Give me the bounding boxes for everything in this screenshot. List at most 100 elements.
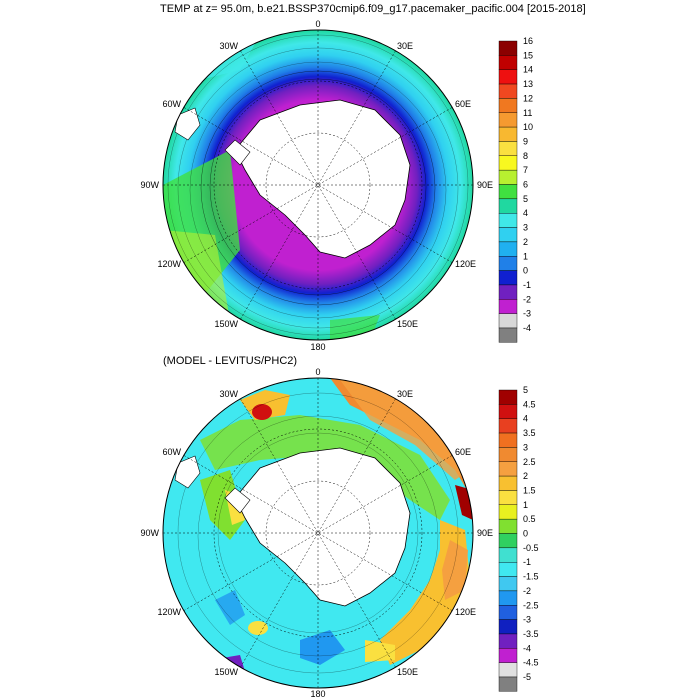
top-colorbar-label: 15	[523, 50, 533, 60]
bottom-colorbar-swatch	[498, 562, 518, 577]
bottom-colorbar-label: -1	[523, 557, 531, 567]
bottom-colorbar-swatch	[498, 547, 518, 563]
top-antarctica-land	[234, 99, 411, 259]
bottom-colorbar-swatch	[498, 518, 518, 534]
bottom-colorbar-swatch	[498, 475, 518, 491]
bottom-colorbar-label: 4.5	[523, 399, 536, 409]
bottom-label-120e: 120E	[455, 607, 476, 617]
bottom-colorbar-label: -4.5	[523, 658, 539, 668]
bottom-label-60e: 60E	[455, 447, 471, 457]
top-colorbar-swatch	[498, 83, 518, 99]
top-colorbar-label: 1	[523, 251, 528, 261]
top-colorbar-label: 2	[523, 237, 528, 247]
top-colorbar-label: -3	[523, 309, 531, 319]
top-colorbar-swatch	[498, 69, 518, 85]
bottom-colorbar-label: -3	[523, 615, 531, 625]
bottom-colorbar-swatch	[498, 432, 518, 448]
top-colorbar-swatch	[498, 212, 518, 228]
bottom-colorbar-label: -1.5	[523, 572, 539, 582]
top-colorbar-swatch	[498, 327, 518, 343]
top-colorbar-swatch	[498, 241, 518, 257]
bottom-antarctica-land	[234, 447, 411, 607]
bottom-colorbar-label: 3	[523, 442, 528, 452]
bottom-label-30w: 30W	[219, 389, 238, 399]
top-colorbar-swatch	[498, 112, 518, 128]
bottom-label-90e: 90E	[477, 528, 493, 538]
top-colorbar-swatch	[498, 284, 518, 300]
top-colorbar-label: 16	[523, 36, 533, 46]
bottom-colorbar-label: 2	[523, 471, 528, 481]
bottom-colorbar-label: 0.5	[523, 514, 536, 524]
top-colorbar-swatch	[498, 141, 518, 156]
bottom-colorbar-label: -0.5	[523, 543, 539, 553]
bottom-colorbar-label: 2.5	[523, 457, 536, 467]
top-colorbar-swatch	[498, 98, 518, 113]
top-label-150w: 150W	[214, 319, 238, 329]
bottom-south-america-land	[174, 455, 201, 489]
top-colorbar-label: 12	[523, 93, 533, 103]
bottom-colorbar-swatch	[498, 461, 518, 477]
figure-title: TEMP at z= 95.0m, b.e21.BSSP370cmip6.f09…	[160, 3, 586, 15]
bottom-colorbar-swatch	[498, 490, 518, 506]
top-colorbar-label: -1	[523, 280, 531, 290]
top-colorbar-swatch	[498, 126, 518, 142]
top-colorbar-label: -4	[523, 323, 531, 333]
top-label-60w: 60W	[162, 99, 181, 109]
top-colorbar-label: 11	[523, 108, 532, 118]
top-colorbar-swatch	[498, 155, 518, 171]
top-label-0: 0	[315, 19, 320, 29]
top-colorbar-label: 0	[523, 266, 528, 276]
bottom-colorbar-swatch	[498, 662, 518, 678]
bottom-colorbar-swatch	[498, 633, 518, 649]
top-colorbar-swatch	[498, 299, 518, 314]
bottom-colorbar-swatch	[498, 576, 518, 592]
bottom-colorbar-label: 1.5	[523, 485, 536, 495]
bottom-colorbar-label: 1	[523, 500, 528, 510]
bottom-colorbar: 5 4.5 4 3.5 3 2.5 2 1.5 1 0.5 0 -0.5 -1 -1.5 -2 -2.5 -3 -…	[498, 385, 539, 692]
bottom-colorbar-label: 5	[523, 385, 528, 395]
top-label-60e: 60E	[455, 99, 471, 109]
top-colorbar-label: 6	[523, 180, 528, 190]
bottom-map: 0 30E 60E 90E 120E 150E 180 150W 120W 90…	[140, 367, 493, 699]
top-label-150e: 150E	[397, 319, 418, 329]
top-colorbar-label: 4	[523, 208, 528, 218]
bottom-colorbar-swatch	[498, 590, 518, 606]
bottom-colorbar-swatch	[498, 447, 518, 462]
top-label-90e: 90E	[477, 180, 493, 190]
top-colorbar-label: 14	[523, 65, 533, 75]
top-colorbar-label: 13	[523, 79, 533, 89]
bottom-label-150w: 150W	[214, 667, 238, 677]
bottom-colorbar-label: -5	[523, 672, 531, 682]
bottom-colorbar-swatch	[498, 418, 518, 434]
top-colorbar-label: 5	[523, 194, 528, 204]
bottom-colorbar-swatch	[498, 676, 518, 692]
top-south-america-land	[174, 107, 201, 141]
figure-subtitle: (MODEL - LEVITUS/PHC2)	[163, 355, 298, 367]
top-colorbar-label: 7	[523, 165, 528, 175]
bottom-colorbar-swatch	[498, 533, 518, 549]
bottom-colorbar-label: 4	[523, 414, 528, 424]
top-colorbar-label: 8	[523, 151, 528, 161]
bottom-colorbar-swatch	[498, 648, 518, 663]
bottom-colorbar-label: -4	[523, 643, 531, 653]
top-label-30w: 30W	[219, 41, 238, 51]
top-colorbar-swatch	[498, 270, 518, 286]
bottom-colorbar-swatch	[498, 619, 518, 635]
bottom-label-60w: 60W	[162, 447, 181, 457]
bottom-colorbar-swatch	[498, 504, 518, 520]
top-colorbar-swatch	[498, 313, 518, 329]
bottom-label-30e: 30E	[397, 389, 413, 399]
bottom-label-120w: 120W	[157, 607, 181, 617]
top-colorbar-swatch	[498, 198, 518, 214]
top-label-90w: 90W	[140, 180, 159, 190]
bottom-colorbar-label: -3.5	[523, 629, 539, 639]
bottom-colorbar-label: 0	[523, 529, 528, 539]
top-colorbar-label: -2	[523, 294, 531, 304]
top-colorbar-label: 3	[523, 223, 528, 233]
bottom-colorbar-label: -2.5	[523, 600, 539, 610]
bottom-label-0: 0	[315, 367, 320, 377]
bottom-label-150e: 150E	[397, 667, 418, 677]
top-colorbar-label: 9	[523, 136, 528, 146]
top-colorbar-swatch	[498, 184, 518, 200]
